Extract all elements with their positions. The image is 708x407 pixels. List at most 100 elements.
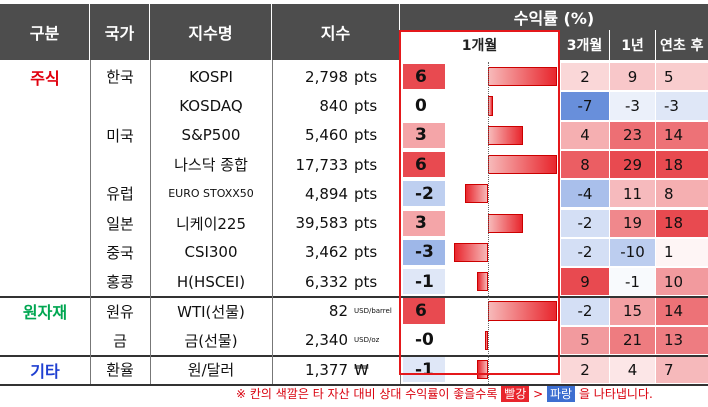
unit-cell: pts — [354, 96, 378, 115]
index-name-cell: S&P500 — [181, 126, 241, 145]
unit-cell: ₩ — [354, 360, 369, 379]
country-cell: 유럽 — [106, 185, 134, 204]
unit-cell: USD/oz — [354, 336, 380, 345]
column-divider — [150, 60, 151, 385]
y1-cell: 21 — [610, 326, 655, 354]
ytd-cell: 18 — [656, 150, 708, 179]
footnote-blue-tag: 파랑 — [547, 386, 576, 402]
footnote-red-tag: 빨강 — [501, 386, 530, 402]
country-cell: 일본 — [106, 214, 134, 233]
m3-cell: -4 — [561, 180, 609, 208]
m1-value-cell: -2 — [403, 181, 445, 207]
header-1y: 1년 — [610, 30, 656, 60]
ytd-cell: 14 — [656, 121, 708, 149]
header-index-value: 지수 — [272, 4, 400, 60]
y1-cell: 9 — [610, 63, 655, 91]
category-label: 주식 — [30, 68, 60, 88]
m3-cell: -2 — [561, 297, 609, 325]
index-name-cell: CSI300 — [184, 243, 238, 262]
index-name-cell: H(HSCEI) — [176, 272, 246, 291]
ytd-cell: -3 — [656, 92, 708, 120]
country-cell — [90, 91, 150, 120]
m3-cell: 9 — [561, 268, 609, 296]
m1-value-cell: 6 — [403, 151, 445, 178]
ytd-cell: 5 — [656, 63, 708, 91]
m3-cell: 4 — [561, 121, 609, 149]
footnote-middle: > — [533, 387, 544, 401]
unit-cell: pts — [354, 126, 378, 145]
index-name-cell: KOSPI — [189, 67, 233, 86]
unit-cell: pts — [354, 243, 378, 262]
y1-cell: 19 — [610, 209, 655, 237]
index-value-cell: 5,460 — [305, 126, 348, 145]
m1-value-cell: -3 — [403, 239, 445, 266]
ytd-cell: 13 — [656, 326, 708, 354]
unit-cell: pts — [354, 272, 378, 291]
m1-bar — [476, 360, 488, 380]
country-cell: 홍콩 — [106, 273, 134, 292]
section-divider — [0, 296, 708, 299]
m1-value-cell: 6 — [403, 298, 445, 324]
m1-value-cell: 6 — [403, 64, 445, 90]
country-cell: 한국 — [106, 68, 134, 87]
unit-cell: pts — [354, 214, 378, 233]
country-cell: 금 — [113, 331, 127, 350]
m1-value-cell: 0 — [403, 93, 445, 119]
category-label: 원자재 — [22, 303, 68, 323]
header-3m: 3개월 — [560, 30, 610, 60]
y1-cell: -1 — [610, 268, 655, 296]
m1-bar — [476, 272, 488, 292]
category-label: 기타 — [30, 361, 60, 381]
index-name-cell: KOSDAQ — [179, 96, 243, 115]
index-name-cell: 나스닥 종합 — [174, 156, 248, 175]
column-divider — [90, 60, 91, 385]
index-value-cell: 3,462 — [305, 243, 348, 262]
header-returns: 수익률 (%) — [400, 4, 708, 30]
country-cell: 원유 — [106, 302, 134, 321]
unit-cell: pts — [354, 184, 378, 203]
index-value-cell: 4,894 — [305, 184, 348, 203]
y1-cell: -10 — [610, 238, 655, 267]
m1-bar — [484, 330, 488, 350]
index-value-cell: 17,733 — [295, 155, 349, 174]
bar-zero-axis — [488, 62, 489, 385]
ytd-cell: 1 — [656, 238, 708, 267]
highlight-1m-column — [399, 30, 560, 375]
m1-value-cell: 3 — [403, 122, 445, 148]
footnote-prefix: ※ 칸의 색깔은 타 자산 대비 상대 수익률이 좋을수록 — [236, 387, 498, 401]
ytd-cell: 8 — [656, 180, 708, 208]
header-1m: 1개월 — [400, 30, 560, 60]
m3-cell: 2 — [561, 63, 609, 91]
m1-value-cell: 3 — [403, 210, 445, 236]
ytd-cell: 10 — [656, 268, 708, 296]
index-value-cell: 6,332 — [305, 272, 348, 291]
index-value-cell: 2,340 — [305, 331, 348, 350]
ytd-cell: 7 — [656, 356, 708, 384]
y1-cell: 23 — [610, 121, 655, 149]
index-name-cell: EURO STOXX50 — [168, 187, 254, 201]
header-country: 국가 — [90, 4, 150, 60]
header-index-name: 지수명 — [150, 4, 272, 60]
index-value-cell: 840 — [319, 96, 348, 115]
index-value-cell: 39,583 — [295, 214, 349, 233]
index-value-cell: 1,377 — [305, 360, 348, 379]
m1-value-cell: -1 — [403, 357, 445, 383]
m3-cell: 5 — [561, 326, 609, 354]
m3-cell: 2 — [561, 356, 609, 384]
column-divider — [272, 60, 273, 385]
footnote-suffix: 을 나타냅니다. — [578, 387, 653, 401]
index-value-cell: 82 — [328, 302, 348, 321]
index-value-cell: 2,798 — [305, 67, 348, 86]
m3-cell: 8 — [561, 150, 609, 179]
m3-cell: -7 — [561, 92, 609, 120]
y1-cell: 11 — [610, 180, 655, 208]
country-cell — [90, 150, 150, 179]
section-divider — [0, 355, 708, 357]
unit-cell: pts — [354, 155, 378, 174]
header-category: 구분 — [0, 4, 90, 60]
index-name-cell: 니케이225 — [175, 214, 247, 233]
m1-bar — [453, 242, 488, 263]
unit-cell: USD/barrel — [354, 307, 392, 316]
ytd-cell: 14 — [656, 297, 708, 325]
index-name-cell: 금(선물) — [184, 331, 238, 350]
